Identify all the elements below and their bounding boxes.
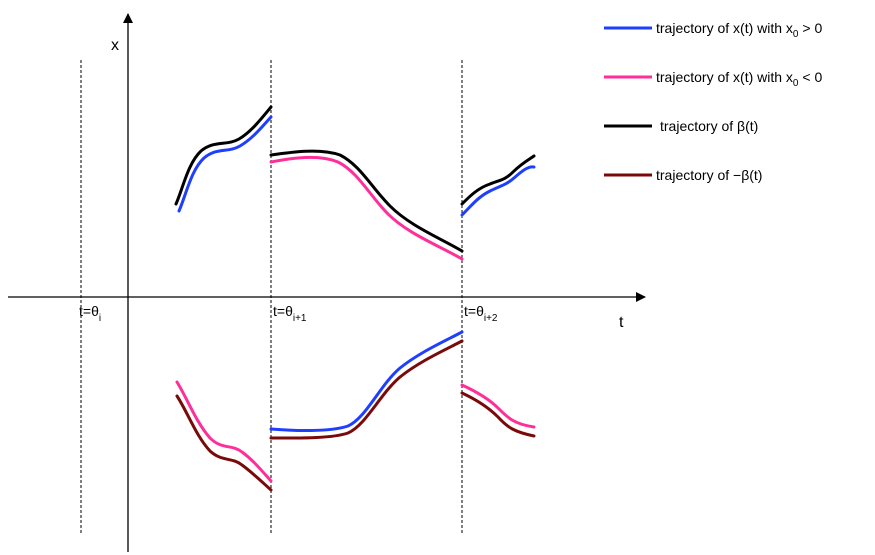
x-pos-curve-2	[269, 330, 464, 433]
theta-i2-label: t=θi+2	[464, 303, 498, 324]
x-neg-curve-3	[460, 383, 536, 429]
legend-label-neg-beta: trajectory of −β(t)	[656, 167, 762, 183]
beta-curve-3	[460, 154, 536, 206]
x-neg-curve-1	[175, 380, 273, 483]
legend: trajectory of x(t) with x0 > 0 trajector…	[604, 20, 822, 183]
neg-beta-curve-2	[269, 339, 464, 440]
legend-label-x-pos: trajectory of x(t) with x0 > 0	[656, 20, 822, 40]
x-pos-curve-3	[460, 165, 536, 217]
y-axis-label: x	[111, 37, 119, 54]
legend-label-x-neg: trajectory of x(t) with x0 < 0	[656, 69, 822, 89]
theta-i-label: t=θi	[79, 303, 101, 324]
neg-beta-curve-1	[175, 394, 273, 492]
x-neg-curve-2	[269, 155, 464, 261]
beta-curve-1	[174, 105, 273, 206]
x-axis-label: t	[619, 314, 624, 331]
neg-beta-curve-3	[460, 391, 536, 438]
x-pos-curve-1	[177, 115, 273, 213]
beta-curve-2	[269, 149, 464, 253]
legend-label-beta: trajectory of β(t)	[660, 118, 758, 134]
theta-i1-label: t=θi+1	[273, 303, 307, 324]
